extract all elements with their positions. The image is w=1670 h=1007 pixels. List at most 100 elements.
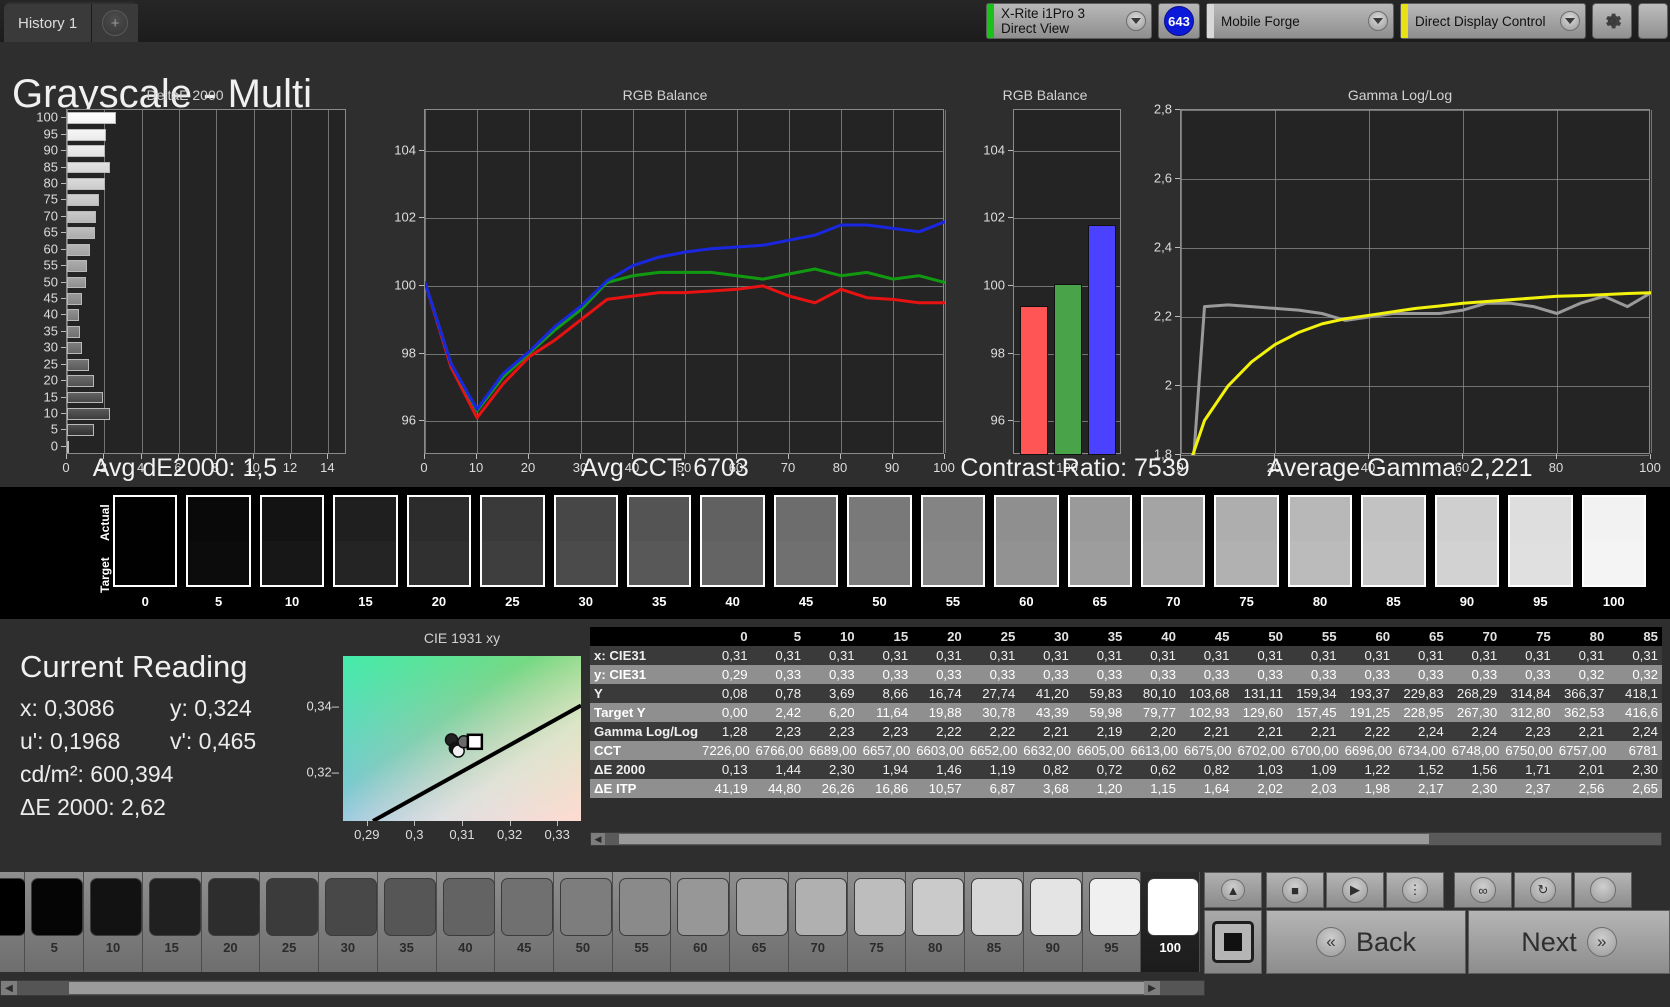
x-axis-tick: 90	[884, 460, 900, 475]
patch-95[interactable]	[1508, 495, 1573, 587]
patch-15[interactable]	[333, 495, 398, 587]
patch-70[interactable]	[1141, 495, 1206, 587]
y-axis-tick-mark	[1175, 178, 1180, 179]
filmstrip-cell-60[interactable]: 60	[671, 872, 731, 972]
patch-10[interactable]	[259, 495, 325, 587]
filmstrip-cell-10[interactable]: 10	[84, 872, 143, 972]
table-cell: 0,08	[698, 684, 752, 703]
patch-target	[1436, 541, 1498, 585]
scroll-thumb[interactable]	[619, 834, 1429, 844]
scroll-right-icon[interactable]: ▶	[1144, 981, 1160, 995]
filmstrip-cell-45[interactable]: 45	[495, 872, 554, 972]
blackbody-locus	[372, 703, 581, 821]
patch-55[interactable]	[920, 495, 986, 587]
table-cell: 312,80	[1501, 703, 1555, 722]
patch-20[interactable]	[406, 495, 472, 587]
play-button[interactable]: ▶	[1326, 872, 1384, 908]
patch-85[interactable]	[1361, 495, 1426, 587]
table-cell: 11,64	[858, 703, 913, 722]
navigation-row: « Back Next »	[1266, 910, 1670, 974]
chevron-down-icon[interactable]	[1126, 11, 1146, 31]
filmstrip-scrollbar[interactable]: ◀ ▶	[0, 980, 1205, 996]
patch-5[interactable]	[186, 495, 251, 587]
filmstrip-level-label: 55	[634, 940, 649, 955]
patch-0[interactable]	[113, 495, 178, 587]
settings-button[interactable]	[1592, 3, 1632, 39]
patch-target	[1510, 541, 1571, 585]
y-axis-tick: 35	[43, 323, 58, 339]
stop-button[interactable]: ■	[1266, 872, 1324, 908]
filmstrip-cell-80[interactable]: 80	[906, 872, 966, 972]
filmstrip-cell-35[interactable]: 35	[377, 872, 437, 972]
filmstrip-cell-40[interactable]: 40	[436, 872, 496, 972]
filmstrip-cell-90[interactable]: 90	[1023, 872, 1083, 972]
patch-90[interactable]	[1434, 495, 1500, 587]
add-tab-button[interactable]: +	[92, 4, 139, 42]
source-selector[interactable]: Mobile Forge	[1206, 3, 1394, 39]
patch-30[interactable]	[553, 495, 618, 587]
stop-measurement-button[interactable]	[1204, 910, 1262, 974]
target-label: Target	[98, 557, 112, 593]
filmstrip-cell-15[interactable]: 15	[142, 872, 202, 972]
x-axis-tick: 0	[1176, 460, 1184, 475]
filmstrip-cell-55[interactable]: 55	[612, 872, 672, 972]
patch-target	[996, 541, 1057, 585]
meter-selector[interactable]: X-Rite i1Pro 3 Direct View	[986, 3, 1152, 39]
patch-75[interactable]	[1214, 495, 1279, 587]
table-cell: 6781	[1608, 741, 1662, 760]
chevron-down-icon[interactable]	[1560, 11, 1580, 31]
next-button[interactable]: Next »	[1468, 910, 1670, 974]
table-horizontal-scrollbar[interactable]: ◀	[590, 832, 1662, 846]
patch-actual	[115, 497, 176, 541]
tab-history-1[interactable]: History 1	[4, 4, 93, 42]
patch-25[interactable]	[480, 495, 545, 587]
y-axis-tick-mark	[61, 347, 66, 349]
filmstrip-cell-65[interactable]: 65	[730, 872, 789, 972]
scroll-thumb[interactable]	[69, 982, 1144, 994]
filmstrip-cell-50[interactable]: 50	[553, 872, 613, 972]
patch-filmstrip[interactable]: 5 10 15 20 25 30 35 40 45 50 55 60 65 70 75 80 85 90 95 100	[0, 872, 1201, 972]
display-control-selector[interactable]: Direct Display Control	[1400, 3, 1586, 39]
filmstrip-cell-70[interactable]: 70	[788, 872, 848, 972]
table-header-row: 0 5 10 15 20 25 30 35 40 45 50 55 60 65 70 75 80 85	[590, 627, 1662, 646]
gridline	[425, 150, 943, 152]
patch-100[interactable]	[1581, 495, 1646, 587]
back-button[interactable]: « Back	[1266, 910, 1466, 974]
filmstrip-cell-95[interactable]: 95	[1082, 872, 1142, 972]
table-column-header: 15	[858, 627, 913, 646]
y-axis-tick-mark	[61, 330, 66, 332]
x-axis-tick: 40	[624, 460, 640, 475]
scroll-left-icon[interactable]: ◀	[591, 833, 605, 845]
patch-35[interactable]	[627, 495, 692, 587]
patch-40[interactable]	[700, 495, 765, 587]
table-cell: 6766,00	[751, 741, 806, 760]
filmstrip-cell-5[interactable]: 5	[25, 872, 85, 972]
filmstrip-cell-75[interactable]: 75	[847, 872, 907, 972]
filmstrip-cell-30[interactable]: 30	[319, 872, 378, 972]
x-axis-tick-mark	[1180, 454, 1181, 459]
patch-60[interactable]	[994, 495, 1059, 587]
patch-80[interactable]	[1287, 495, 1353, 587]
filmstrip-cell-100[interactable]: 100	[1141, 872, 1201, 972]
patch-50[interactable]	[847, 495, 912, 587]
expand-button[interactable]: ▲	[1204, 872, 1262, 908]
patch-45[interactable]	[773, 495, 839, 587]
patch-65[interactable]	[1067, 495, 1132, 587]
filmstrip-cell-partial[interactable]	[0, 872, 26, 972]
patch-level-label: 20	[431, 594, 447, 609]
filmstrip-cell-85[interactable]: 85	[965, 872, 1024, 972]
filmstrip-cell-25[interactable]: 25	[260, 872, 320, 972]
collapse-panel-button[interactable]	[1638, 3, 1668, 39]
blank-button[interactable]	[1574, 872, 1632, 908]
patch-level-label: 0	[141, 594, 149, 609]
bar	[67, 342, 83, 355]
refresh-button[interactable]: ↻	[1514, 872, 1572, 908]
chevron-down-icon[interactable]	[1368, 11, 1388, 31]
filmstrip-cell-20[interactable]: 20	[201, 872, 261, 972]
gridline	[945, 110, 946, 453]
patch-actual	[922, 497, 984, 541]
range-button[interactable]: ⋮	[1386, 872, 1444, 908]
scroll-left-icon[interactable]: ◀	[1, 981, 17, 995]
x-axis-tick-mark	[1368, 454, 1369, 459]
continuous-button[interactable]: ∞	[1454, 872, 1512, 908]
